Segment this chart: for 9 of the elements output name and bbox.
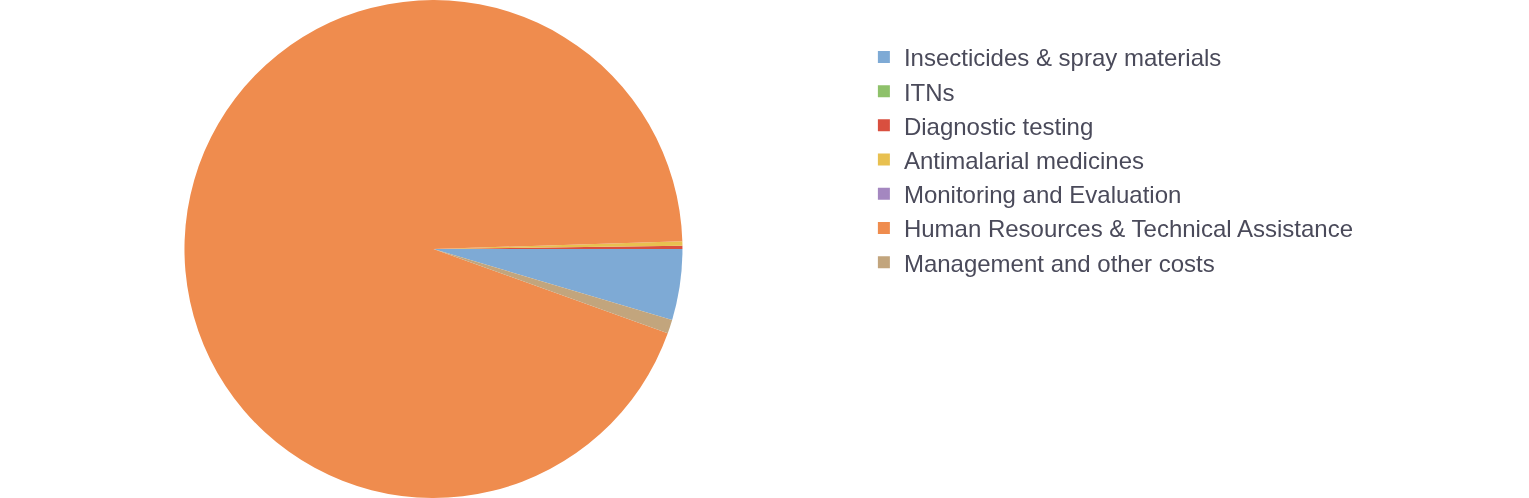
legend-label: ITNs	[903, 78, 955, 106]
legend-label: Diagnostic testing	[903, 112, 1094, 140]
pie-slice	[184, 0, 683, 498]
legend-label: Monitoring and Evaluation	[903, 181, 1182, 209]
legend-label: Antimalarial medicines	[903, 146, 1144, 174]
legend-label: Insecticides & spray materials	[903, 44, 1222, 72]
legend-label: Management and other costs	[903, 249, 1215, 277]
legend-label: Human Resources & Technical Assistance	[903, 215, 1353, 243]
pie-slice	[433, 249, 683, 320]
